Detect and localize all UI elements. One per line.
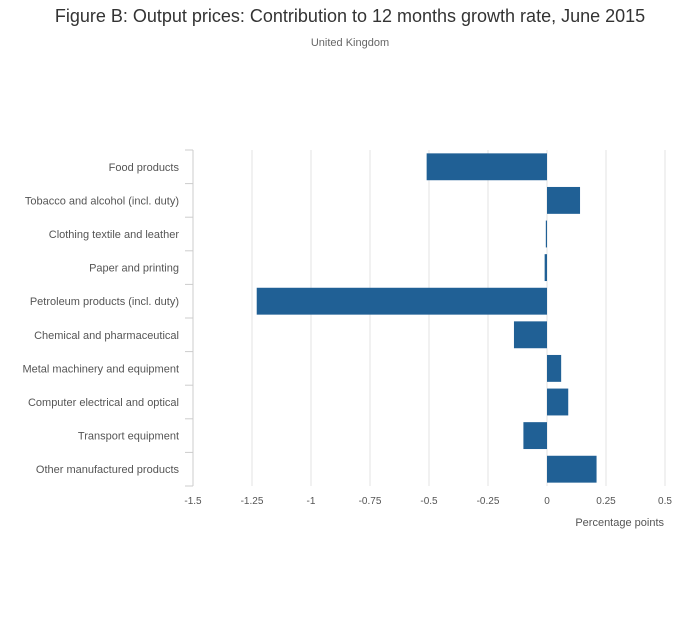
bar-4[interactable] [256,287,547,315]
x-tick-label-6: 0 [544,496,550,507]
category-label-6: Metal machinery and equipment [22,363,179,375]
x-tick-label-7: 0.25 [596,496,616,507]
category-label-0: Food products [109,162,180,174]
x-tick-label-4: -0.5 [420,496,438,507]
bar-0[interactable] [426,153,547,181]
x-axis-title: Percentage points [575,517,664,529]
x-tick-label-5: -0.25 [477,496,500,507]
x-tick-labels: -1.5 -1.25 -1 -0.75 -0.5 -0.25 0 0.25 0.5 [184,496,672,507]
bars [256,153,597,483]
category-label-9: Other manufactured products [36,464,180,476]
category-label-1: Tobacco and alcohol (incl. duty) [25,195,179,207]
bar-2[interactable] [545,220,547,248]
bar-9[interactable] [547,455,597,483]
chart-title: Figure B: Output prices: Contribution to… [54,6,646,26]
gridlines [192,150,666,486]
chart-subtitle: United Kingdom [310,37,390,49]
bar-1[interactable] [547,186,581,214]
category-label-4: Petroleum products (incl. duty) [30,296,179,308]
x-tick-label-8: 0.5 [658,496,672,507]
category-label-5: Chemical and pharmaceutical [34,330,179,342]
category-labels: Food products Tobacco and alcohol (incl. … [22,162,179,476]
category-label-3: Paper and printing [89,263,179,275]
x-tick-label-2: -1 [307,496,316,507]
bar-8[interactable] [523,422,547,450]
category-label-2: Clothing textile and leather [49,229,180,241]
category-label-7: Computer electrical and optical [28,397,179,409]
x-tick-label-0: -1.5 [184,496,202,507]
x-tick-label-3: -0.75 [359,496,382,507]
category-label-8: Transport equipment [78,431,179,443]
bar-6[interactable] [547,354,562,382]
bar-3[interactable] [544,254,547,282]
x-tick-label-1: -1.25 [241,496,264,507]
y-axis [185,149,194,487]
bar-7[interactable] [547,388,569,416]
bar-5[interactable] [513,321,547,349]
